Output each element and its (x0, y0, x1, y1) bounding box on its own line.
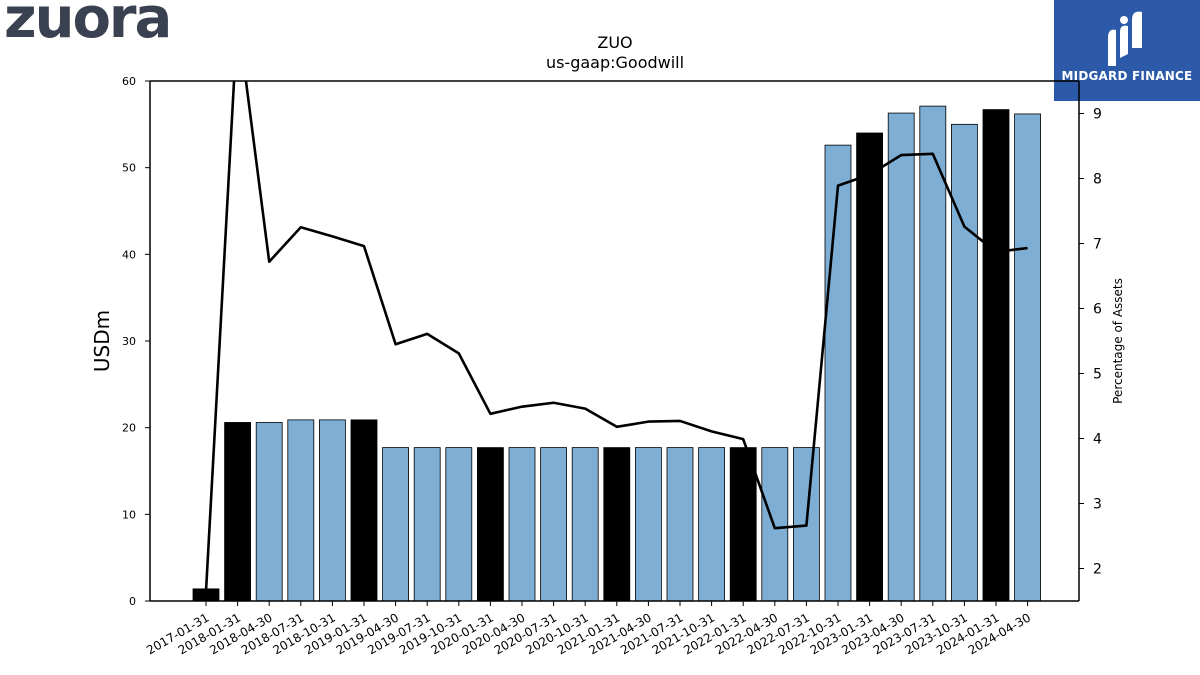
goodwill-bar-2018-10-31 (318, 419, 346, 602)
goodwill-bar-2022-10-31 (824, 144, 852, 602)
brand-name: MIDGARD FINANCE (1061, 69, 1193, 83)
y2-tick-label: 5 (1093, 367, 1102, 383)
goodwill-bar-2020-01-31 (476, 447, 504, 602)
midgard-logo-icon (1108, 11, 1142, 66)
y-tick-label: 40 (122, 248, 136, 261)
goodwill-bar-2019-07-31 (413, 447, 441, 602)
goodwill-bar-2019-01-31 (350, 419, 378, 602)
goodwill-bar-2021-04-30 (635, 447, 662, 602)
chart-subtitle: us-gaap:Goodwill (546, 53, 684, 72)
goodwill-bar-2021-10-31 (698, 447, 725, 602)
y2-tick-label: 4 (1093, 432, 1102, 448)
goodwill-bar-2022-04-30 (761, 447, 789, 602)
goodwill-bar-2021-07-31 (666, 447, 694, 602)
goodwill-bar-2019-04-30 (382, 447, 410, 602)
y-axis-label: USDm (90, 310, 114, 372)
y-tick-label: 60 (122, 75, 136, 88)
goodwill-bar-2018-04-30 (255, 422, 283, 602)
goodwill-bar-2024-04-30 (1014, 113, 1041, 602)
goodwill-bar-2022-01-31 (729, 447, 757, 602)
y2-tick-label: 6 (1093, 302, 1102, 318)
y-tick-label: 20 (122, 422, 136, 435)
y2-tick-label: 7 (1093, 237, 1102, 253)
y-tick-label: 0 (129, 595, 136, 608)
chart-title: ZUO (597, 33, 632, 52)
goodwill-bar-2023-04-30 (887, 112, 915, 602)
percentage-of-assets-line (204, 81, 1028, 592)
goodwill-bar-2020-10-31 (571, 447, 599, 602)
y-tick-label: 50 (122, 162, 136, 175)
goodwill-bar-2019-10-31 (445, 447, 473, 602)
goodwill-bar-2024-01-31 (982, 109, 1010, 602)
goodwill-bar-2023-01-31 (856, 132, 883, 602)
goodwill-bar-2023-07-31 (919, 105, 947, 602)
goodwill-bar-2018-07-31 (287, 419, 315, 602)
y2-axis-label: Percentage of Assets (1111, 278, 1125, 404)
y2-tick-label: 2 (1093, 562, 1102, 578)
zuora-logo: zuora (4, 0, 172, 51)
goodwill-bar-2018-01-31 (224, 422, 252, 602)
goodwill-bar-2023-10-31 (951, 123, 978, 602)
y2-tick-label: 8 (1093, 172, 1102, 188)
y-tick-label: 30 (122, 335, 136, 348)
y2-tick-label: 9 (1093, 107, 1102, 123)
y-tick-label: 10 (122, 508, 136, 521)
goodwill-bar-2021-01-31 (603, 447, 631, 602)
midgard-finance-badge: MIDGARD FINANCE (1054, 0, 1200, 101)
goodwill-bar-2020-04-30 (508, 447, 536, 602)
goodwill-bar-2020-07-31 (540, 447, 567, 602)
y2-tick-label: 3 (1093, 497, 1102, 513)
